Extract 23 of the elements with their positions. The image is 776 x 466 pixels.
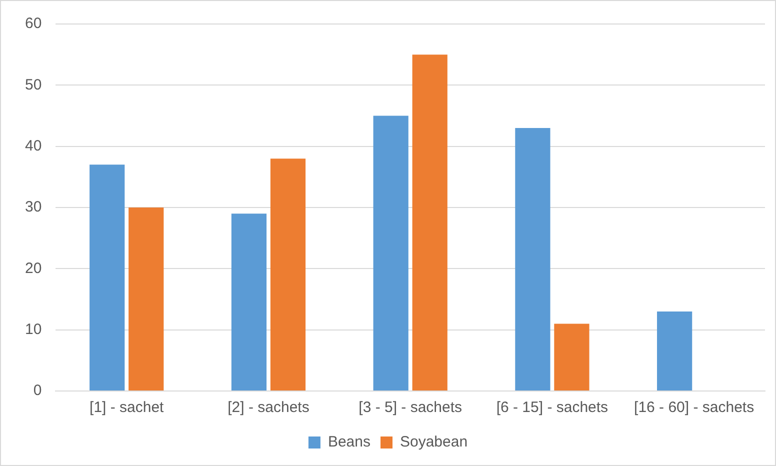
bar [412,54,448,390]
y-tick-label: 0 [33,382,42,400]
y-tick-label: 10 [24,320,42,338]
bar [231,214,267,390]
y-tick-label: 50 [24,76,42,94]
bar [657,311,692,390]
x-tick-label: [6 - 15] - sachets [496,399,608,416]
bar [554,324,590,390]
x-tick-label: [16 - 60] - sachets [634,399,754,416]
y-tick-label: 20 [24,260,42,277]
legend-label: Soyabean [400,434,468,451]
x-tick-label: [1] - sachet [90,399,165,416]
legend-label: Beans [328,434,370,451]
y-tick-label: 40 [24,137,42,154]
y-tick-label: 30 [24,198,42,216]
bar [270,158,306,390]
bar [515,128,550,390]
bar [90,164,125,390]
x-tick-label: [3 - 5] - sachets [358,399,462,416]
y-tick-label: 60 [24,15,42,32]
bar [128,208,164,390]
x-tick-label: [2] - sachets [228,399,310,416]
bar [373,116,408,390]
